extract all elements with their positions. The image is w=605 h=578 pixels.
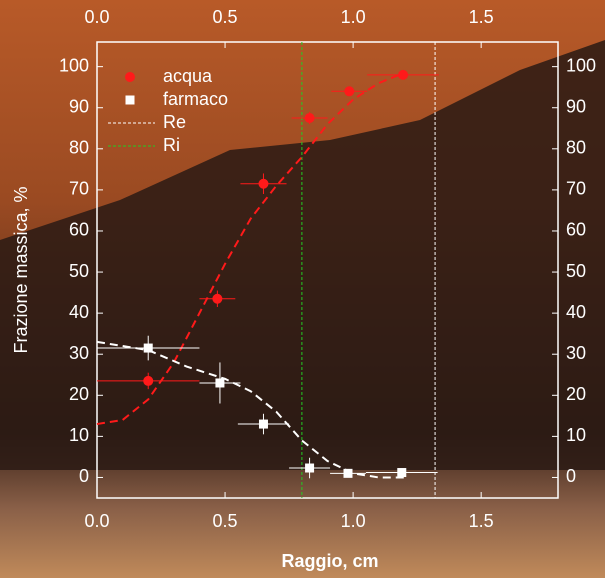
- y-tick-label: 40: [69, 302, 89, 322]
- y-tick-label: 0: [79, 466, 89, 486]
- y-tick-label: 20: [69, 384, 89, 404]
- point: [215, 378, 225, 388]
- y-tick-label: 90: [566, 96, 586, 116]
- y-tick-label: 10: [69, 425, 89, 445]
- x-tick-label: 1.5: [469, 511, 494, 531]
- point: [143, 343, 153, 353]
- point: [343, 468, 353, 478]
- legend-label: Re: [163, 112, 186, 132]
- x-tick-label: 0.5: [213, 7, 238, 27]
- plot-frame: [96, 41, 559, 499]
- point: [258, 178, 269, 189]
- legend-label: Ri: [163, 135, 180, 155]
- x-tick-label: 1.0: [341, 7, 366, 27]
- y-tick-label: 100: [59, 55, 89, 75]
- fit-curve: [96, 340, 405, 479]
- legend-marker: [125, 72, 135, 82]
- y-tick-label: 20: [566, 384, 586, 404]
- y-tick-label: 60: [69, 220, 89, 240]
- y-tick-label: 70: [69, 179, 89, 199]
- y-tick-label: 60: [566, 220, 586, 240]
- y-tick-label: 90: [69, 96, 89, 116]
- background-shape: [0, 40, 605, 470]
- point: [397, 468, 407, 478]
- point: [398, 69, 409, 80]
- y-axis-label: Frazione massica, %: [11, 186, 31, 353]
- y-tick-label: 50: [566, 261, 586, 281]
- y-tick-label: 100: [566, 55, 596, 75]
- legend-label: farmaco: [163, 89, 228, 109]
- point: [304, 113, 315, 123]
- y-tick-label: 30: [566, 343, 586, 363]
- y-tick-label: 70: [566, 179, 586, 199]
- point: [305, 463, 315, 473]
- y-tick-label: 30: [69, 343, 89, 363]
- y-tick-label: 80: [69, 138, 89, 158]
- x-axis-label: Raggio, cm: [281, 551, 378, 571]
- point: [344, 86, 355, 97]
- y-tick-label: 50: [69, 261, 89, 281]
- y-tick-label: 0: [566, 466, 576, 486]
- x-tick-label: 1.5: [469, 7, 494, 27]
- x-tick-label: 0.0: [84, 7, 109, 27]
- y-tick-label: 40: [566, 302, 586, 322]
- x-tick-label: 1.0: [341, 511, 366, 531]
- point: [212, 293, 223, 304]
- point: [143, 375, 154, 386]
- y-tick-label: 10: [566, 425, 586, 445]
- legend-marker: [125, 95, 135, 105]
- x-tick-label: 0.5: [213, 511, 238, 531]
- point: [258, 419, 268, 429]
- legend-label: acqua: [163, 66, 213, 86]
- y-tick-label: 80: [566, 138, 586, 158]
- fit-curve: [96, 73, 400, 426]
- x-tick-label: 0.0: [84, 511, 109, 531]
